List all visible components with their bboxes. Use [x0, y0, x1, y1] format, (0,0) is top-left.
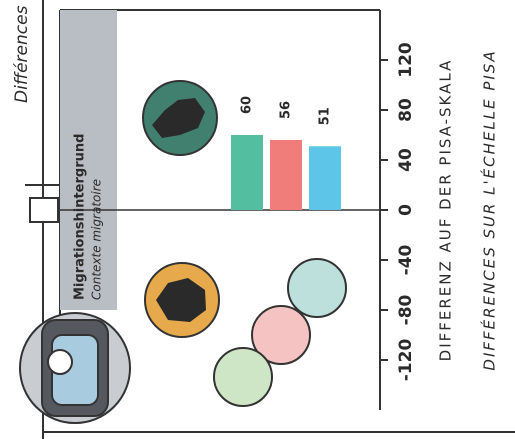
value-label: 51: [318, 107, 333, 125]
section-title: Différences: [12, 5, 32, 103]
y-tick-label: 80: [396, 98, 416, 122]
y-tick-label: -120: [396, 339, 416, 382]
bar: [270, 140, 302, 210]
icons: [19, 80, 347, 424]
bar: [309, 146, 341, 210]
y-tick-label: -80: [396, 294, 416, 325]
subtitle: Contexte migratoire: [90, 179, 104, 300]
bar: [231, 135, 263, 210]
value-label: 56: [279, 101, 294, 119]
y-tick-label: -40: [396, 244, 416, 275]
title: Migrationshintergrund: [73, 134, 88, 300]
y-tick-label: 0: [396, 204, 416, 216]
y-tick-label: 120: [396, 42, 416, 78]
label-band: [60, 10, 117, 310]
y-axis-label: DIFFERENZ AUF DER PISA-SKALA: [437, 59, 455, 362]
y-axis-label-fr: DIFFÉRENCES SUR L'ÉCHELLE PISA: [480, 49, 499, 370]
y-tick-label: 40: [396, 148, 416, 172]
value-label: 60: [240, 96, 255, 114]
